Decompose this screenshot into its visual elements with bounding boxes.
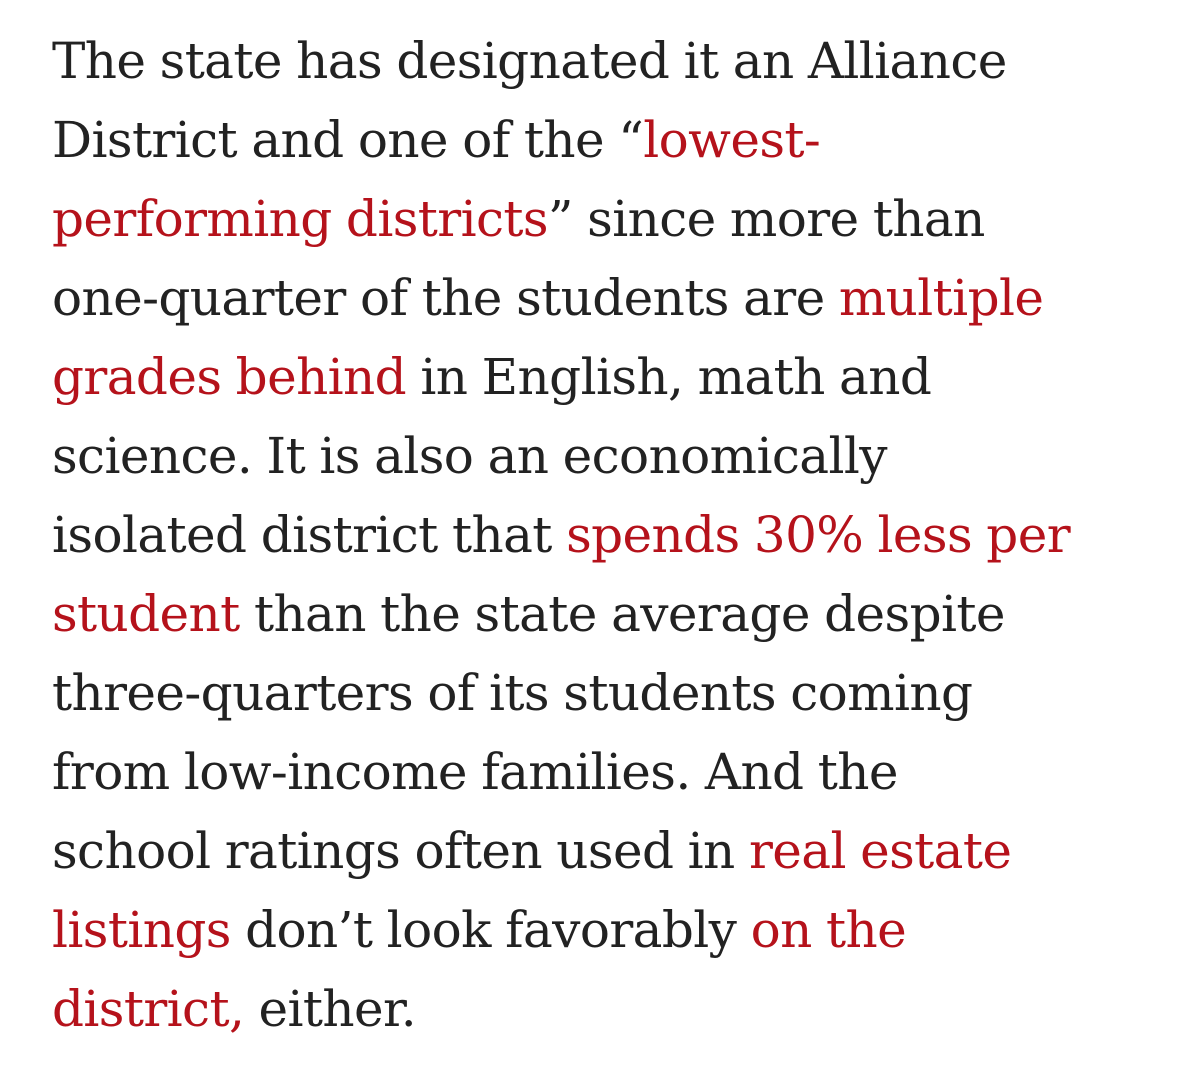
body-text: from low-income families. And the [52,743,898,801]
paragraph-line: grades behind in English, math and [52,338,1152,417]
body-text: District and one of the “ [52,111,644,169]
paragraph-line: science. It is also an economically [52,417,1152,496]
body-text: science. It is also an economically [52,427,888,485]
inline-link-real-estate[interactable]: real estate [748,822,1012,880]
body-text: ” since more than [547,190,985,248]
paragraph-line: listings don’t look favorably on the [52,891,1152,970]
body-text: than the state average despite [239,585,1006,643]
paragraph-line: isolated district that spends 30% less p… [52,496,1152,575]
paragraph-line: performing districts” since more than [52,180,1152,259]
paragraph-line: three-quarters of its students coming [52,654,1152,733]
paragraph-line: student than the state average despite [52,575,1152,654]
body-text: in English, math and [406,348,932,406]
paragraph-line: one-quarter of the students are multiple [52,259,1152,338]
body-text: school ratings often used in [52,822,749,880]
inline-link-spends-less[interactable]: spends 30% less per [566,506,1071,564]
paragraph-line: district, either. [52,970,1152,1049]
inline-link-multiple-grades[interactable]: multiple [838,269,1044,327]
paragraph-line: school ratings often used in real estate [52,812,1152,891]
inline-link-lowest-performing[interactable]: lowest- [643,111,821,169]
paragraph-line: District and one of the “lowest- [52,101,1152,180]
body-text: one-quarter of the students are [52,269,839,327]
inline-link-real-estate[interactable]: listings [52,901,231,959]
body-text: three-quarters of its students coming [52,664,973,722]
inline-link-lowest-performing[interactable]: performing districts [52,190,549,248]
paragraph-line: from low-income families. And the [52,733,1152,812]
article-body: The state has designated it an Alliance D… [52,22,1152,1049]
paragraph-line: The state has designated it an Alliance [52,22,1152,101]
inline-link-on-district[interactable]: district, [52,980,245,1038]
body-text: The state has designated it an Alliance [52,32,1007,90]
inline-link-multiple-grades[interactable]: grades behind [52,348,407,406]
body-text: either. [244,980,417,1038]
inline-link-spends-less[interactable]: student [52,585,240,643]
body-text: don’t look favorably [230,901,751,959]
inline-link-on-district[interactable]: on the [750,901,907,959]
article-paragraph: The state has designated it an Alliance D… [52,22,1152,1049]
body-text: isolated district that [52,506,567,564]
